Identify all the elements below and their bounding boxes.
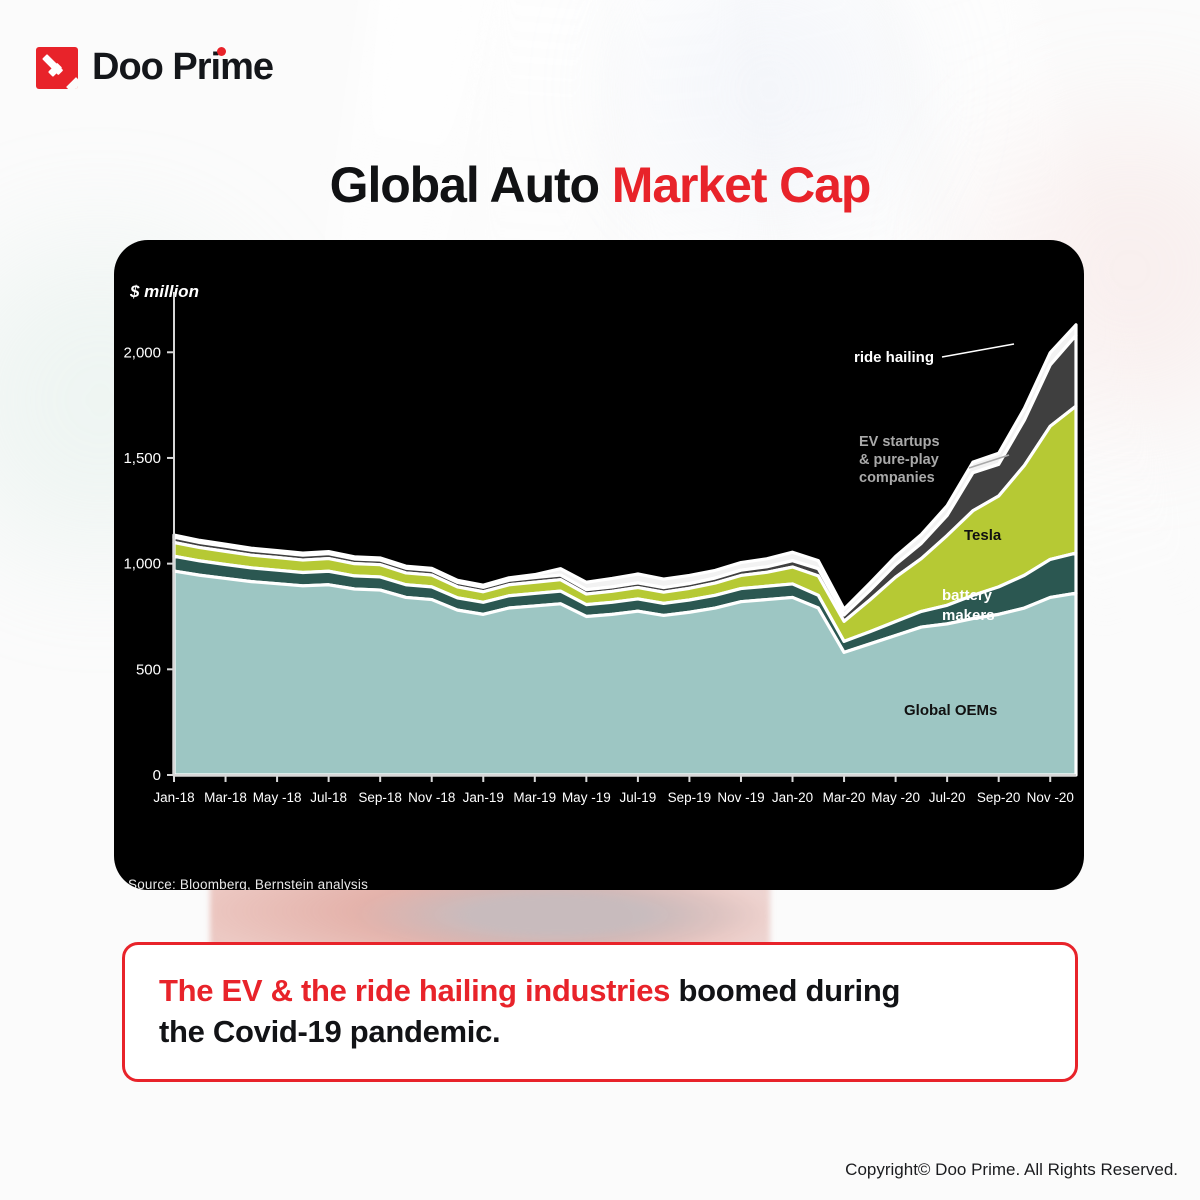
x-axis-tick-label: Nov -19	[717, 790, 764, 805]
tesla-annotation: Tesla	[964, 527, 1002, 544]
caption-rest: boomed during	[678, 973, 901, 1009]
ev-startups-annotation-line3: companies	[859, 470, 935, 486]
caption-box: The EV & the ride hailing industries boo…	[122, 942, 1078, 1082]
chart-card: $ million 0 500 1,000 1,500 2,000 Jan-18 Mar-1…	[114, 240, 1084, 890]
doo-prime-logo-icon	[36, 46, 78, 89]
brand-i-dot-icon	[217, 47, 227, 56]
caption-text: The EV & the ride hailing industries boo…	[159, 971, 900, 1053]
copyright-footer: Copyright© Doo Prime. All Rights Reserve…	[845, 1160, 1178, 1179]
x-axis-tick-label: Nov -20	[1027, 790, 1074, 805]
ev-startups-annotation: EV startups	[859, 434, 940, 450]
page-title-accent: Market Cap	[611, 156, 872, 213]
ride-hailing-annotation: ride hailing	[854, 349, 934, 366]
caption-accent: The EV & the ride hailing industries	[159, 973, 679, 1009]
y-axis-tick-label: 0	[153, 767, 161, 784]
battery-makers-annotation-line2: makers	[942, 607, 995, 624]
page-title-main: Global Auto	[329, 156, 612, 213]
x-axis-tick-label: Mar-19	[513, 790, 556, 805]
x-axis-tick-label: May -18	[253, 790, 302, 805]
page-title: Global Auto Market Cap	[0, 156, 1200, 214]
x-axis-tick-label: May -20	[871, 790, 920, 805]
stacked-area-chart: 0 500 1,000 1,500 2,000 Jan-18 Mar-18 May -18 Ju…	[123, 292, 1078, 805]
x-axis-tick-label: Mar-18	[204, 790, 247, 805]
doo-prime-logo: Doo Prime	[36, 46, 274, 89]
x-axis-tick-label: Jul-18	[310, 790, 347, 805]
global-oems-annotation: Global OEMs	[904, 702, 997, 719]
x-axis-tick-label: Sep-20	[977, 790, 1021, 805]
x-axis-tick-label: Jan-20	[772, 790, 813, 805]
chart-units-label: $ million	[130, 282, 199, 301]
x-axis-tick-label: Nov -18	[408, 790, 455, 805]
x-axis-tick-label: Mar-20	[823, 790, 866, 805]
ev-startups-annotation-line2: & pure-play	[859, 452, 939, 468]
x-axis-tick-label: Sep-18	[358, 790, 402, 805]
chart-source-note: Source: Bloomberg, Bernstein analysis	[128, 877, 369, 890]
x-axis-tick-label: Jan-18	[153, 790, 194, 805]
brand-name-text: Doo Prime	[92, 46, 274, 88]
x-axis-tick-label: May -19	[562, 790, 611, 805]
x-axis-tick-label: Sep-19	[668, 790, 712, 805]
x-axis-tick-label: Jul-20	[929, 790, 966, 805]
y-axis-tick-label: 1,500	[123, 450, 161, 467]
x-axis-tick-label: Jan-19	[463, 790, 504, 805]
y-axis-tick-label: 500	[136, 661, 161, 678]
y-axis-tick-label: 1,000	[123, 556, 161, 573]
battery-makers-annotation: battery	[942, 587, 993, 604]
x-axis-tick-label: Jul-19	[619, 790, 656, 805]
brand-name: Doo Prime	[92, 46, 274, 89]
caption-line2: the Covid-19 pandemic.	[159, 1014, 501, 1049]
y-axis-tick-label: 2,000	[123, 344, 161, 361]
